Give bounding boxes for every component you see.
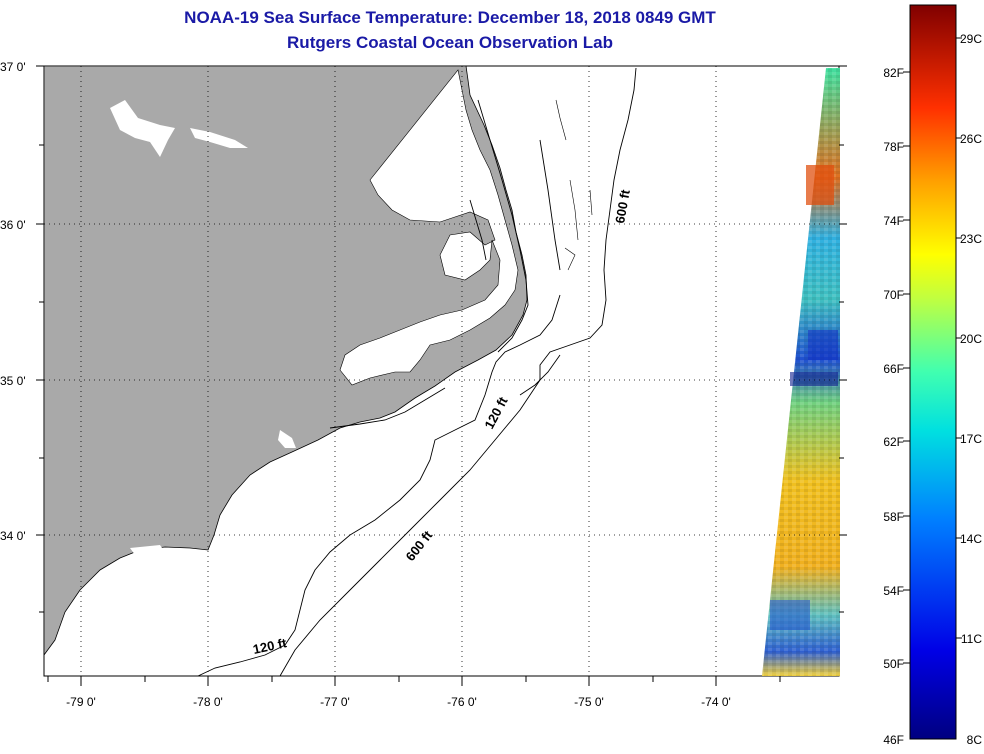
lon-label-74: -74 0' <box>701 695 731 709</box>
lat-label-35: 35 0' <box>0 374 26 388</box>
sst-swath <box>762 68 840 676</box>
map-subtitle: Rutgers Coastal Ocean Observation Lab <box>287 33 613 52</box>
lon-label-78: -78 0' <box>193 695 223 709</box>
colorbar-label-46f: 46F <box>883 733 904 747</box>
colorbar-label-78f: 78F <box>883 140 904 154</box>
contour-label-120ft-south: 120 ft <box>252 635 289 657</box>
lat-label-34: 34 0' <box>0 529 26 543</box>
lon-label-79: -79 0' <box>66 695 96 709</box>
contour-120ft <box>197 294 561 677</box>
colorbar-label-23c: 23C <box>960 232 982 246</box>
lon-label-76: -76 0' <box>447 695 477 709</box>
colorbar-label-58f: 58F <box>883 510 904 524</box>
colorbar-label-74f: 74F <box>883 214 904 228</box>
contour-600ft <box>279 67 637 677</box>
colorbar-label-62f: 62F <box>883 435 904 449</box>
colorbar-label-82f: 82F <box>883 66 904 80</box>
graticule <box>44 66 839 676</box>
colorbar-label-66f: 66F <box>883 362 904 376</box>
colorbar-label-8c: 8C <box>967 733 983 747</box>
coastline <box>329 99 561 429</box>
lon-label-75: -75 0' <box>574 695 604 709</box>
colorbar-label-70f: 70F <box>883 288 904 302</box>
lon-label-77: -77 0' <box>320 695 350 709</box>
colorbar-label-29c: 29C <box>960 32 982 46</box>
colorbar-label-17c: 17C <box>960 432 982 446</box>
colorbar-label-54f: 54F <box>883 584 904 598</box>
lat-label-36: 36 0' <box>0 218 26 232</box>
map-title: NOAA-19 Sea Surface Temperature: Decembe… <box>184 8 716 27</box>
colorbar-label-11c: 11C <box>961 632 982 646</box>
contour-label-600ft-north: 600 ft <box>612 188 633 225</box>
depth-contours <box>197 67 637 677</box>
temperature-colorbar <box>903 4 962 740</box>
colorbar-label-50f: 50F <box>883 657 904 671</box>
colorbar-label-20c: 20C <box>960 332 982 346</box>
colorbar-label-14c: 14C <box>960 532 982 546</box>
axis-ticks <box>36 65 847 686</box>
lat-label-37: 37 0' <box>0 60 26 74</box>
land-mass <box>43 65 528 657</box>
colorbar-label-26c: 26C <box>960 132 982 146</box>
shoals <box>555 99 593 271</box>
